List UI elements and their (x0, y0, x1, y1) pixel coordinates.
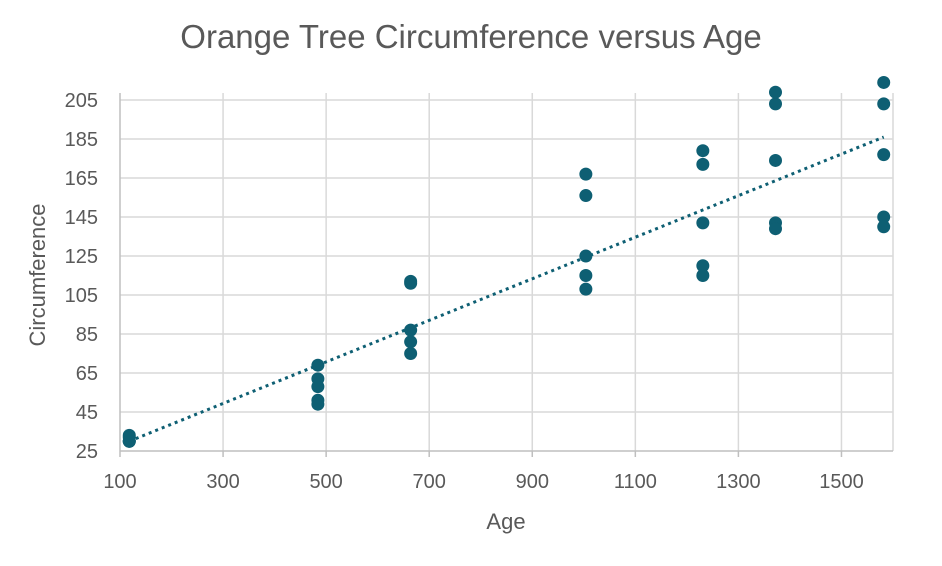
data-point (877, 210, 891, 224)
data-point (579, 282, 593, 296)
data-point (769, 85, 783, 99)
x-tick-label: 500 (309, 471, 342, 493)
x-tick-label: 300 (206, 471, 239, 493)
x-tick-label: 1300 (716, 471, 761, 493)
data-point (877, 220, 891, 234)
data-point (404, 274, 418, 288)
data-point (404, 335, 418, 349)
data-point (769, 222, 783, 236)
y-tick-label: 205 (65, 90, 98, 112)
data-point (696, 216, 710, 230)
data-point (311, 358, 325, 372)
data-point (877, 97, 891, 111)
data-point (877, 75, 891, 89)
y-tick-label: 145 (65, 207, 98, 229)
data-point (696, 144, 710, 158)
data-point (696, 157, 710, 171)
data-points (122, 75, 891, 448)
data-point (579, 249, 593, 263)
x-tick-label: 900 (516, 471, 549, 493)
axes (119, 93, 893, 457)
y-tick-label: 65 (76, 363, 98, 385)
data-point (122, 434, 136, 448)
x-tick-label: 100 (103, 471, 136, 493)
trendline-group (128, 135, 885, 443)
data-point (311, 372, 325, 386)
data-point (311, 397, 325, 411)
x-tick-label: 1500 (819, 471, 864, 493)
data-point (404, 347, 418, 360)
chart-title: Orange Tree Circumference versus Age (180, 18, 761, 55)
data-point (404, 323, 418, 337)
y-tick-label: 185 (65, 129, 98, 151)
data-point (696, 259, 710, 273)
data-point (769, 153, 783, 167)
y-tick-labels: 25 45 65 85 105 125 145 165 185 205 (65, 90, 98, 463)
data-point (579, 269, 593, 282)
y-tick-label: 165 (65, 168, 98, 190)
data-point (877, 148, 891, 162)
y-tick-label: 45 (76, 402, 98, 424)
data-point (579, 189, 593, 203)
x-tick-label: 1100 (614, 471, 657, 493)
y-tick-label: 25 (76, 441, 98, 463)
x-tick-labels: 100 300 500 700 900 1100 1300 1500 (103, 471, 863, 493)
gridlines (120, 93, 894, 451)
x-axis-title: Age (486, 509, 525, 534)
y-tick-label: 125 (65, 246, 98, 268)
data-point (579, 167, 593, 181)
data-point (696, 269, 710, 282)
y-tick-label: 85 (76, 324, 98, 346)
trendline (128, 135, 885, 443)
y-tick-label: 105 (65, 285, 98, 307)
x-tick-label: 700 (413, 471, 446, 493)
y-axis-title: Circumference (25, 203, 50, 346)
data-point (769, 97, 783, 111)
